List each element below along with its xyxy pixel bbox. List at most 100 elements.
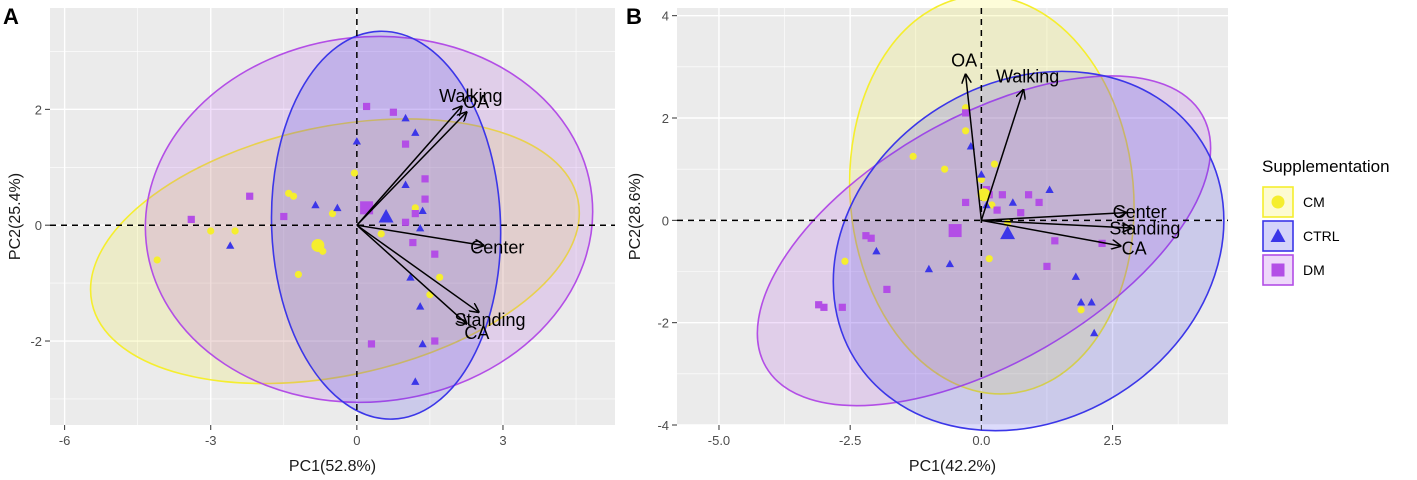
points-a — [153, 102, 444, 385]
vector-arrow-standing-a — [356, 224, 479, 312]
y-tick-label-a: -2 — [30, 334, 42, 349]
point-ctrl-b — [1045, 185, 1054, 193]
point-dm-b — [1024, 191, 1033, 199]
legend-label-dm: DM — [1303, 262, 1325, 278]
point-cm-a — [411, 204, 419, 212]
x-tick-label-a: 3 — [499, 433, 506, 448]
point-cm-b — [990, 160, 999, 168]
vector-label-ca-b: CA — [1122, 238, 1147, 258]
points-b — [815, 104, 1106, 337]
point-ctrl-b — [977, 170, 986, 178]
point-dm-b — [867, 234, 875, 242]
point-ctrl-b — [1008, 198, 1017, 206]
x-axis-label-a: PC1(52.8%) — [289, 458, 376, 475]
point-ctrl-a — [411, 128, 420, 136]
x-tick-label-a: 0 — [353, 433, 360, 448]
point-dm-a — [246, 192, 254, 200]
point-dm-a — [280, 212, 288, 221]
y-tick-label-b: 2 — [662, 111, 669, 126]
vector-label-oa-b: OA — [951, 51, 977, 71]
point-dm-b — [962, 109, 970, 117]
point-ctrl-a — [333, 203, 342, 212]
point-cm-b — [985, 255, 993, 263]
legend-label-ctrl: CTRL — [1303, 228, 1340, 244]
point-cm-a — [294, 270, 303, 279]
point-ctrl-a — [416, 302, 425, 310]
axis-ticks-b: -5.0 -2.5 0.0 2.5 -4 -2 0 2 4 — [657, 9, 1121, 448]
y-tick-label-b: 4 — [662, 9, 669, 24]
point-cm-a — [207, 227, 215, 235]
point-ctrl-a — [411, 377, 420, 385]
point-cm-b — [909, 152, 917, 160]
centroid-ctrl-b — [1000, 225, 1016, 240]
vector-label-ca-a: CA — [464, 323, 489, 343]
x-tick-label-b: 2.5 — [1104, 433, 1122, 448]
vector-arrow-walking-b — [980, 90, 1023, 221]
centroid-cm-a — [311, 238, 325, 252]
point-dm-a — [362, 102, 371, 111]
point-cm-a — [328, 210, 337, 218]
point-dm-b — [1035, 198, 1043, 207]
point-ctrl-b — [1076, 298, 1086, 306]
point-dm-b — [993, 206, 1001, 214]
panel-label-a: A — [3, 4, 19, 29]
point-dm-a — [431, 337, 439, 345]
point-dm-b — [838, 303, 846, 311]
vector-arrow-walking-a — [356, 106, 462, 226]
point-dm-a — [401, 140, 410, 148]
legend-title: Supplementation — [1262, 157, 1390, 176]
point-dm-a — [409, 238, 417, 247]
point-dm-a — [389, 108, 397, 116]
y-axis-label-b: PC2(28.6%) — [627, 173, 644, 260]
point-ctrl-a — [418, 206, 427, 215]
vector-arrow-oa-a — [356, 112, 467, 226]
vector-arrow-ca-b — [981, 219, 1120, 246]
point-cm-b — [977, 175, 985, 184]
point-cm-b — [1077, 306, 1085, 314]
vector-arrow-standing-b — [981, 219, 1131, 228]
x-tick-label-b: -2.5 — [839, 433, 861, 448]
ellipse-ctrl-b — [832, 70, 1225, 432]
axis-ticks-a: -6 -3 0 3 -2 0 2 — [30, 102, 506, 448]
x-tick-label-a: -3 — [205, 433, 217, 448]
point-dm-b — [815, 301, 823, 309]
point-ctrl-a — [416, 223, 425, 232]
centroid-dm-a — [360, 201, 374, 215]
vector-label-walking-a: Walking — [439, 86, 502, 106]
point-dm-a — [431, 250, 439, 258]
vector-arrow-oa-b — [966, 75, 983, 221]
point-cm-b — [841, 257, 849, 265]
point-ctrl-b — [1090, 328, 1099, 337]
reference-lines-a — [50, 8, 615, 425]
point-dm-a — [401, 218, 410, 226]
point-dm-b — [862, 232, 870, 240]
point-cm-a — [436, 273, 444, 281]
point-ctrl-a — [401, 113, 410, 122]
point-dm-b — [820, 303, 828, 311]
point-dm-a — [411, 210, 419, 218]
legend-marker-cm — [1271, 195, 1285, 209]
point-dm-b — [1051, 237, 1059, 245]
point-ctrl-b — [945, 259, 955, 268]
x-tick-label-b: -5.0 — [708, 433, 730, 448]
point-dm-b — [1043, 262, 1051, 270]
vector-label-center-a: Center — [470, 238, 524, 258]
point-ctrl-a — [406, 273, 415, 281]
x-tick-label-b: 0.0 — [972, 433, 990, 448]
legend: Supplementation CM CTRL DM — [1262, 157, 1390, 286]
x-tick-label-a: -6 — [59, 433, 71, 448]
centroid-ctrl-a — [378, 209, 394, 223]
y-tick-label-b: 0 — [662, 213, 669, 228]
y-tick-label-b: -4 — [657, 418, 669, 433]
panel-label-b: B — [626, 4, 642, 29]
reference-lines-b — [677, 8, 1228, 425]
point-ctrl-a — [352, 137, 361, 145]
point-ctrl-b — [1071, 272, 1080, 280]
vector-arrow-ca-a — [356, 224, 467, 323]
point-dm-b — [1098, 239, 1106, 247]
legend-marker-ctrl — [1270, 228, 1286, 242]
x-axis-label-b: PC1(42.2%) — [909, 458, 996, 475]
